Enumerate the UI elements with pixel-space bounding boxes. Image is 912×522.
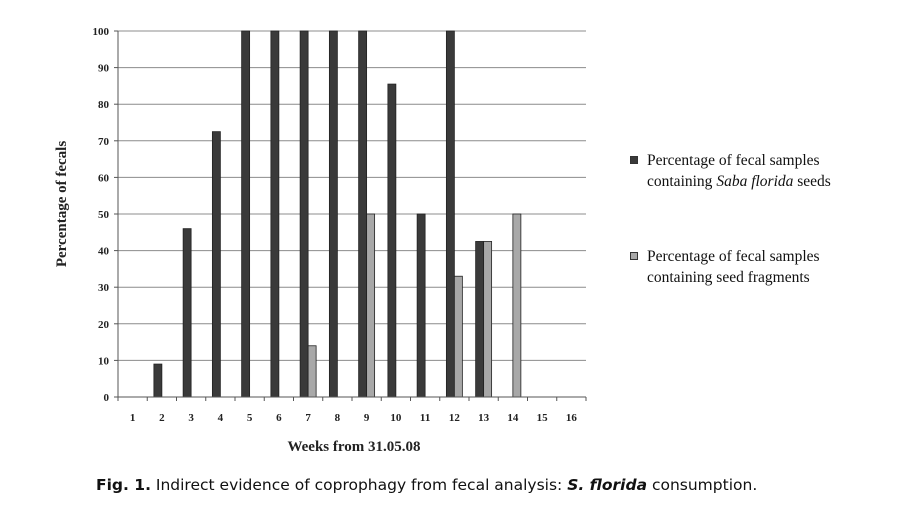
x-tick-label-6: 6 (276, 412, 282, 424)
x-axis-title: Weeks from 31.05.08 (287, 439, 420, 455)
y-tick-label-40: 40 (98, 246, 110, 258)
x-tick-label-9: 9 (364, 412, 370, 424)
y-tick-label-70: 70 (98, 136, 110, 148)
y-tick-label-30: 30 (98, 282, 110, 294)
x-tick-label-16: 16 (566, 412, 578, 424)
bar-series1-week-12 (445, 30, 455, 398)
y-axis-title: Percentage of fecals (54, 141, 70, 267)
x-tick-label-7: 7 (305, 412, 311, 424)
y-tick-label-80: 80 (98, 99, 110, 111)
y-tick-labels: 0 10 20 30 40 50 60 70 80 90 100 (93, 26, 110, 404)
bar-series1-week-11 (416, 213, 426, 398)
caption-species: S. florida (567, 476, 648, 494)
x-tick-label-5: 5 (247, 412, 253, 424)
legend-label-seeds: Percentage of fecal samples containing S… (630, 150, 850, 192)
caption-text-after: consumption. (647, 476, 758, 494)
caption-label: Fig. 1. (96, 476, 151, 494)
bar-series1-week-9 (358, 30, 368, 398)
y-tick-label-0: 0 (104, 392, 110, 404)
legend-swatch-fragments (630, 252, 638, 260)
y-tick-label-90: 90 (98, 63, 110, 75)
y-tick-label-20: 20 (98, 319, 110, 331)
legend-text-part: Percentage of fecal samples containing (647, 152, 820, 190)
y-tick-label-60: 60 (98, 172, 110, 184)
bar-series2-week-7 (307, 345, 317, 398)
legend-text-part: seeds (793, 173, 831, 190)
bar-series1-week-6 (270, 30, 280, 398)
legend-text-part: Saba florida (716, 173, 794, 190)
legend-text-part: Percentage of fecal samples containing s… (647, 248, 820, 286)
bars (153, 30, 522, 398)
x-tick-labels: 1 2 3 4 5 6 7 8 9 10 11 12 13 14 15 16 (130, 412, 578, 424)
bar-series1-week-2 (153, 363, 163, 398)
x-tick-label-2: 2 (159, 412, 165, 424)
bar-series1-week-10 (387, 83, 397, 398)
x-tick-label-10: 10 (390, 412, 402, 424)
figure-caption: Fig. 1. Indirect evidence of coprophagy … (96, 476, 757, 494)
bar-series2-week-14 (512, 213, 522, 398)
bar-series1-week-8 (328, 30, 338, 398)
bar-series2-week-9 (366, 213, 376, 398)
caption-text-before: Indirect evidence of coprophagy from fec… (150, 476, 568, 494)
bar-series2-week-12 (453, 275, 463, 398)
x-tick-label-12: 12 (449, 412, 461, 424)
legend-entry-seeds: Percentage of fecal samples containing S… (630, 150, 850, 192)
bar-series2-week-13 (483, 241, 493, 398)
bar-series1-week-3 (182, 228, 192, 398)
bar-series1-week-4 (211, 131, 221, 398)
x-tick-label-15: 15 (537, 412, 549, 424)
y-tick-label-10: 10 (98, 355, 110, 367)
legend-label-fragments: Percentage of fecal samples containing s… (630, 246, 850, 288)
x-tick-label-3: 3 (188, 412, 194, 424)
x-tick-label-14: 14 (507, 412, 519, 424)
axes (114, 30, 587, 401)
bar-series1-week-5 (241, 30, 251, 398)
x-tick-label-1: 1 (130, 412, 136, 424)
legend-entry-fragments: Percentage of fecal samples containing s… (630, 246, 850, 288)
x-tick-label-13: 13 (478, 412, 490, 424)
y-tick-label-100: 100 (93, 26, 110, 38)
legend-swatch-seeds (630, 156, 638, 164)
y-tick-label-50: 50 (98, 209, 110, 221)
bar-series1-week-13 (475, 241, 485, 398)
x-tick-label-8: 8 (335, 412, 341, 424)
gridlines (118, 30, 586, 361)
bar-series1-week-7 (299, 30, 309, 398)
x-tick-label-11: 11 (420, 412, 430, 424)
x-tick-label-4: 4 (218, 412, 224, 424)
